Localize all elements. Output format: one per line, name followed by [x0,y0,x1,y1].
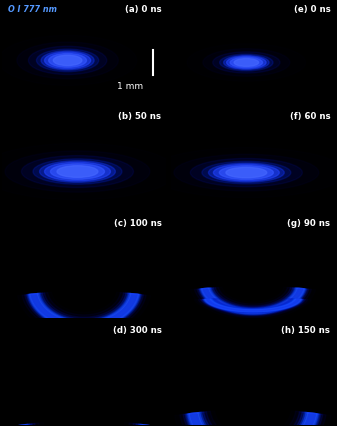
Polygon shape [11,424,157,426]
Ellipse shape [33,159,122,185]
Text: (c) 100 ns: (c) 100 ns [114,219,161,227]
Polygon shape [12,424,156,426]
Ellipse shape [224,56,269,71]
Polygon shape [200,288,306,315]
Ellipse shape [202,162,291,184]
Ellipse shape [53,56,82,66]
Ellipse shape [219,166,273,180]
Polygon shape [188,412,318,426]
Text: O I 777 nm: O I 777 nm [8,5,57,14]
Polygon shape [17,425,151,426]
Ellipse shape [57,166,98,178]
Polygon shape [28,294,141,330]
Polygon shape [9,423,159,426]
Polygon shape [190,413,315,426]
Text: (a) 0 ns: (a) 0 ns [125,5,161,14]
Polygon shape [202,299,304,313]
Text: (e) 0 ns: (e) 0 ns [294,5,330,14]
Polygon shape [202,288,304,314]
Ellipse shape [17,43,118,80]
Polygon shape [183,412,323,426]
Ellipse shape [28,47,107,75]
Polygon shape [30,294,139,328]
Ellipse shape [44,53,91,69]
Polygon shape [206,299,300,311]
Ellipse shape [41,52,94,71]
Text: (g) 90 ns: (g) 90 ns [287,219,330,227]
Polygon shape [25,293,144,331]
Polygon shape [204,299,302,312]
Polygon shape [205,299,301,312]
Ellipse shape [36,50,99,72]
Ellipse shape [174,155,319,192]
Text: (b) 50 ns: (b) 50 ns [119,112,161,121]
Polygon shape [189,413,317,426]
Polygon shape [201,288,305,314]
Ellipse shape [5,152,150,193]
Polygon shape [203,289,303,313]
Text: (f) 60 ns: (f) 60 ns [290,112,330,121]
Ellipse shape [39,161,115,183]
Text: (h) 150 ns: (h) 150 ns [281,325,330,334]
Polygon shape [5,423,163,426]
Polygon shape [203,299,303,312]
Polygon shape [201,299,305,313]
Polygon shape [186,412,319,426]
Polygon shape [15,425,153,426]
Ellipse shape [213,165,279,181]
Ellipse shape [226,57,266,69]
Polygon shape [198,288,307,315]
Polygon shape [14,424,154,426]
Polygon shape [197,288,309,316]
Ellipse shape [230,58,263,69]
Polygon shape [198,299,308,314]
Ellipse shape [220,55,273,72]
Ellipse shape [22,156,133,188]
Ellipse shape [190,159,302,187]
Ellipse shape [203,49,290,77]
Polygon shape [194,288,311,318]
Polygon shape [180,412,326,426]
Polygon shape [185,412,321,426]
Ellipse shape [213,53,280,74]
Ellipse shape [209,164,284,183]
Ellipse shape [226,168,267,178]
Ellipse shape [49,55,87,68]
Polygon shape [22,293,146,334]
Polygon shape [31,294,137,327]
Text: 1 mm: 1 mm [117,82,143,91]
Ellipse shape [44,163,111,181]
Ellipse shape [51,164,104,180]
Ellipse shape [234,60,258,67]
Text: (d) 300 ns: (d) 300 ns [113,325,161,334]
Polygon shape [26,294,142,331]
Polygon shape [29,294,140,329]
